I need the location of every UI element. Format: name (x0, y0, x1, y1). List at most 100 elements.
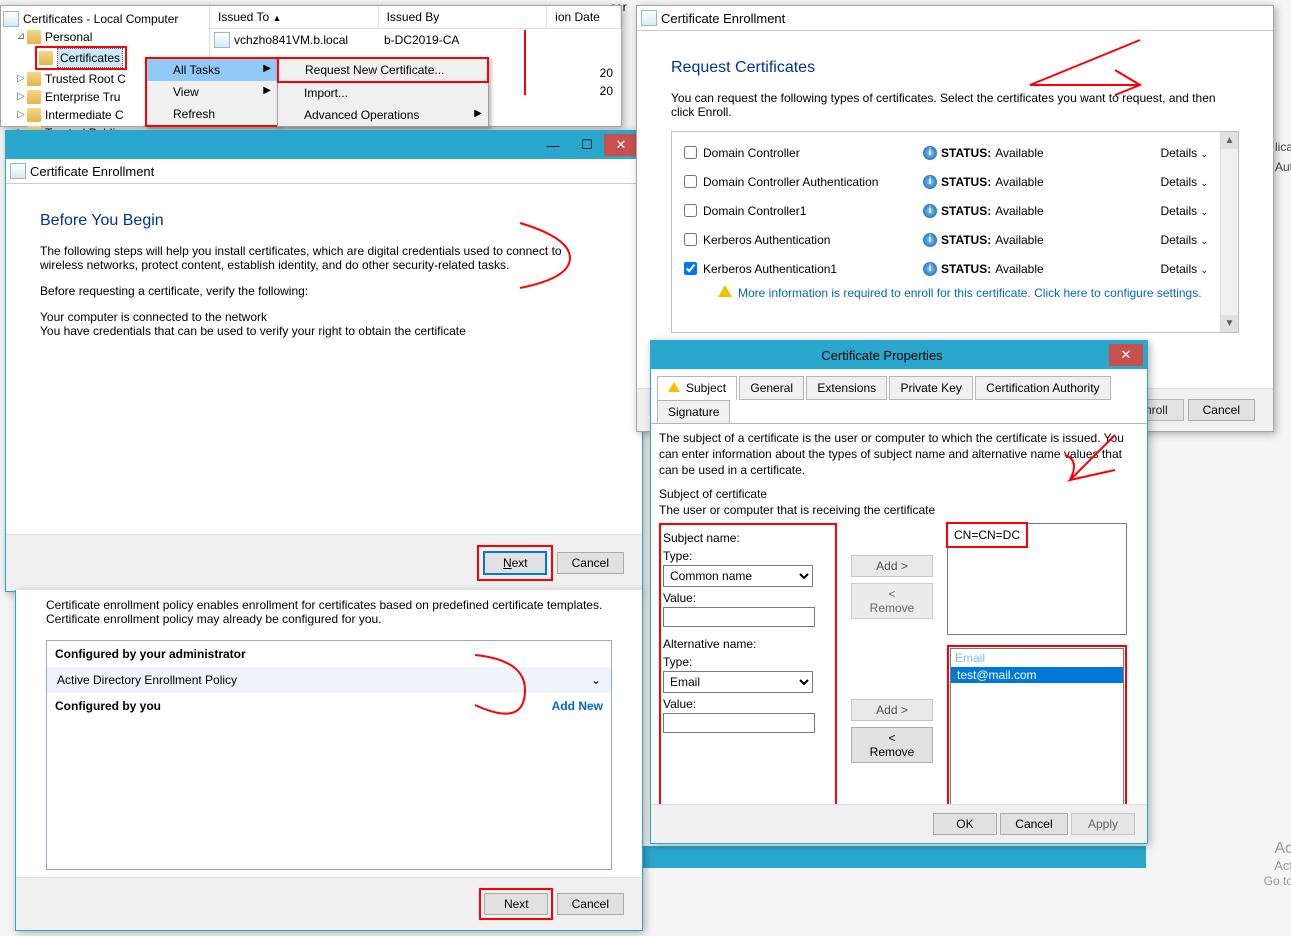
email-entry-selected[interactable]: test@mail.com (951, 667, 1123, 683)
type-label2: Type: (663, 655, 833, 669)
cert-checkbox[interactable] (684, 262, 697, 275)
details-toggle[interactable]: Details ⌄ (1160, 175, 1208, 189)
more-info-link[interactable]: More information is required to enroll f… (678, 283, 1232, 302)
activate-text: Ac (1274, 840, 1291, 858)
tree-certificates[interactable]: Certificates (35, 46, 127, 70)
menu-refresh[interactable]: Refresh (147, 103, 277, 125)
goto-text: Go to (1264, 874, 1291, 888)
cert-checkbox[interactable] (684, 204, 697, 217)
bg-text: lica (1275, 140, 1291, 154)
folder-icon (27, 72, 41, 86)
value-label2: Value: (663, 697, 833, 711)
cert-checkbox[interactable] (684, 146, 697, 159)
context-menu: All Tasks▶ View▶ Refresh (145, 57, 279, 127)
tab-general[interactable]: General (739, 376, 804, 400)
titlebar: — ☐ ✕ (6, 131, 642, 159)
tab-extensions[interactable]: Extensions (806, 376, 887, 400)
page-title: Request Certificates (671, 59, 1239, 77)
info-icon: i (923, 204, 937, 218)
tab-subject[interactable]: Subject (657, 376, 737, 400)
menu-request-new-cert[interactable]: Request New Certificate... (277, 57, 489, 83)
menu-all-tasks[interactable]: All Tasks▶ (147, 59, 277, 81)
info-icon: i (923, 262, 937, 276)
cert-template-row[interactable]: Domain Controller1 i STATUS: Available D… (678, 196, 1232, 225)
col-issued-to[interactable]: Issued To ▲ (210, 6, 379, 28)
activate-text2: Act (1274, 858, 1291, 873)
expand-icon[interactable]: ▷ (15, 70, 27, 88)
check1: Your computer is connected to the networ… (40, 310, 608, 324)
bg-strip (636, 846, 1146, 868)
col-issued-by[interactable]: Issued By (379, 6, 548, 28)
next-button[interactable]: Next (483, 551, 547, 575)
maximize-button[interactable]: ☐ (570, 134, 604, 156)
cert-row[interactable]: vchzho841VM.b.local b-DC2019-CA (210, 29, 621, 51)
subject-list[interactable]: CN=CN=DC (947, 523, 1127, 635)
details-toggle[interactable]: Details ⌄ (1160, 262, 1208, 276)
request-desc: You can request the following types of c… (671, 91, 1239, 119)
close-button[interactable]: ✕ (1109, 344, 1143, 366)
remove-subject-button[interactable]: < Remove (851, 583, 933, 619)
tree-personal[interactable]: ⊿Personal (3, 28, 207, 46)
ad-enrollment-policy[interactable]: Active Directory Enrollment Policy⌄ (47, 667, 611, 693)
alt-value-input[interactable] (663, 713, 815, 733)
alt-type-select[interactable]: Email (663, 671, 813, 693)
add-subject-button[interactable]: Add > (851, 555, 933, 577)
info-icon: i (923, 175, 937, 189)
tree-root[interactable]: Certificates - Local Computer (3, 10, 207, 28)
info-icon: i (923, 233, 937, 247)
cancel-button[interactable]: Cancel (557, 893, 624, 915)
menu-import[interactable]: Import... (278, 82, 488, 104)
scrollbar[interactable]: ▲ ▼ (1220, 132, 1238, 332)
alt-list[interactable]: Email test@mail.com (950, 648, 1124, 810)
add-alt-button[interactable]: Add > (851, 699, 933, 721)
next-button[interactable]: Next (484, 893, 548, 915)
tab-private-key[interactable]: Private Key (889, 376, 972, 400)
tab-ca[interactable]: Certification Authority (975, 376, 1110, 400)
cancel-button[interactable]: Cancel (1000, 813, 1067, 835)
cert-template-row[interactable]: Kerberos Authentication1 i STATUS: Avail… (678, 254, 1232, 283)
folder-icon (27, 90, 41, 104)
subtitle-bar: Certificate Enrollment (637, 6, 1273, 31)
context-submenu: Request New Certificate... Import... Adv… (277, 57, 489, 127)
minimize-button[interactable]: — (536, 134, 570, 156)
cert-icon (10, 163, 26, 179)
tab-strip: Subject General Extensions Private Key C… (651, 369, 1147, 423)
expand-icon[interactable]: ▷ (15, 88, 27, 106)
collapse-icon[interactable]: ⊿ (15, 28, 27, 46)
cert-template-row[interactable]: Kerberos Authentication i STATUS: Availa… (678, 225, 1232, 254)
warning-icon (718, 285, 732, 297)
add-new-link[interactable]: Add New (552, 699, 603, 713)
details-toggle[interactable]: Details ⌄ (1160, 204, 1208, 218)
date-trunc: 20 (600, 66, 613, 80)
cancel-button[interactable]: Cancel (1188, 399, 1255, 421)
close-button[interactable]: ✕ (604, 134, 638, 156)
titlebar: Certificate Properties ✕ (651, 341, 1147, 369)
chevron-down-icon[interactable]: ⌄ (591, 673, 601, 687)
subject-type-select[interactable]: Common name (663, 565, 813, 587)
cert-template-row[interactable]: Domain Controller i STATUS: Available De… (678, 138, 1232, 167)
certificate-properties-dialog: Certificate Properties ✕ Subject General… (650, 340, 1148, 844)
cert-checkbox[interactable] (684, 175, 697, 188)
cn-entry[interactable]: CN=CN=DC (946, 522, 1028, 548)
cert-checkbox[interactable] (684, 233, 697, 246)
scroll-up-button[interactable]: ▲ (1221, 132, 1238, 149)
type-label: Type: (663, 549, 833, 563)
col-exp[interactable]: ion Date (547, 6, 621, 28)
ok-button[interactable]: OK (933, 813, 997, 835)
menu-view[interactable]: View▶ (147, 81, 277, 103)
cert-template-row[interactable]: Domain Controller Authentication i STATU… (678, 167, 1232, 196)
menu-advanced[interactable]: Advanced Operations▶ (278, 104, 488, 126)
folder-icon (39, 51, 53, 65)
details-toggle[interactable]: Details ⌄ (1160, 146, 1208, 160)
scroll-down-button[interactable]: ▼ (1221, 315, 1238, 332)
expand-icon[interactable]: ▷ (15, 106, 27, 124)
intro-text: The following steps will help you instal… (40, 244, 608, 272)
apply-button[interactable]: Apply (1071, 813, 1135, 835)
subject-value-input[interactable] (663, 607, 815, 627)
details-toggle[interactable]: Details ⌄ (1160, 233, 1208, 247)
page-title: Before You Begin (40, 212, 608, 230)
remove-alt-button[interactable]: < Remove (851, 727, 933, 763)
enrollment-wizard-begin: — ☐ ✕ Certificate Enrollment Before You … (5, 130, 643, 592)
tab-signature[interactable]: Signature (657, 400, 730, 424)
cancel-button[interactable]: Cancel (557, 552, 624, 574)
